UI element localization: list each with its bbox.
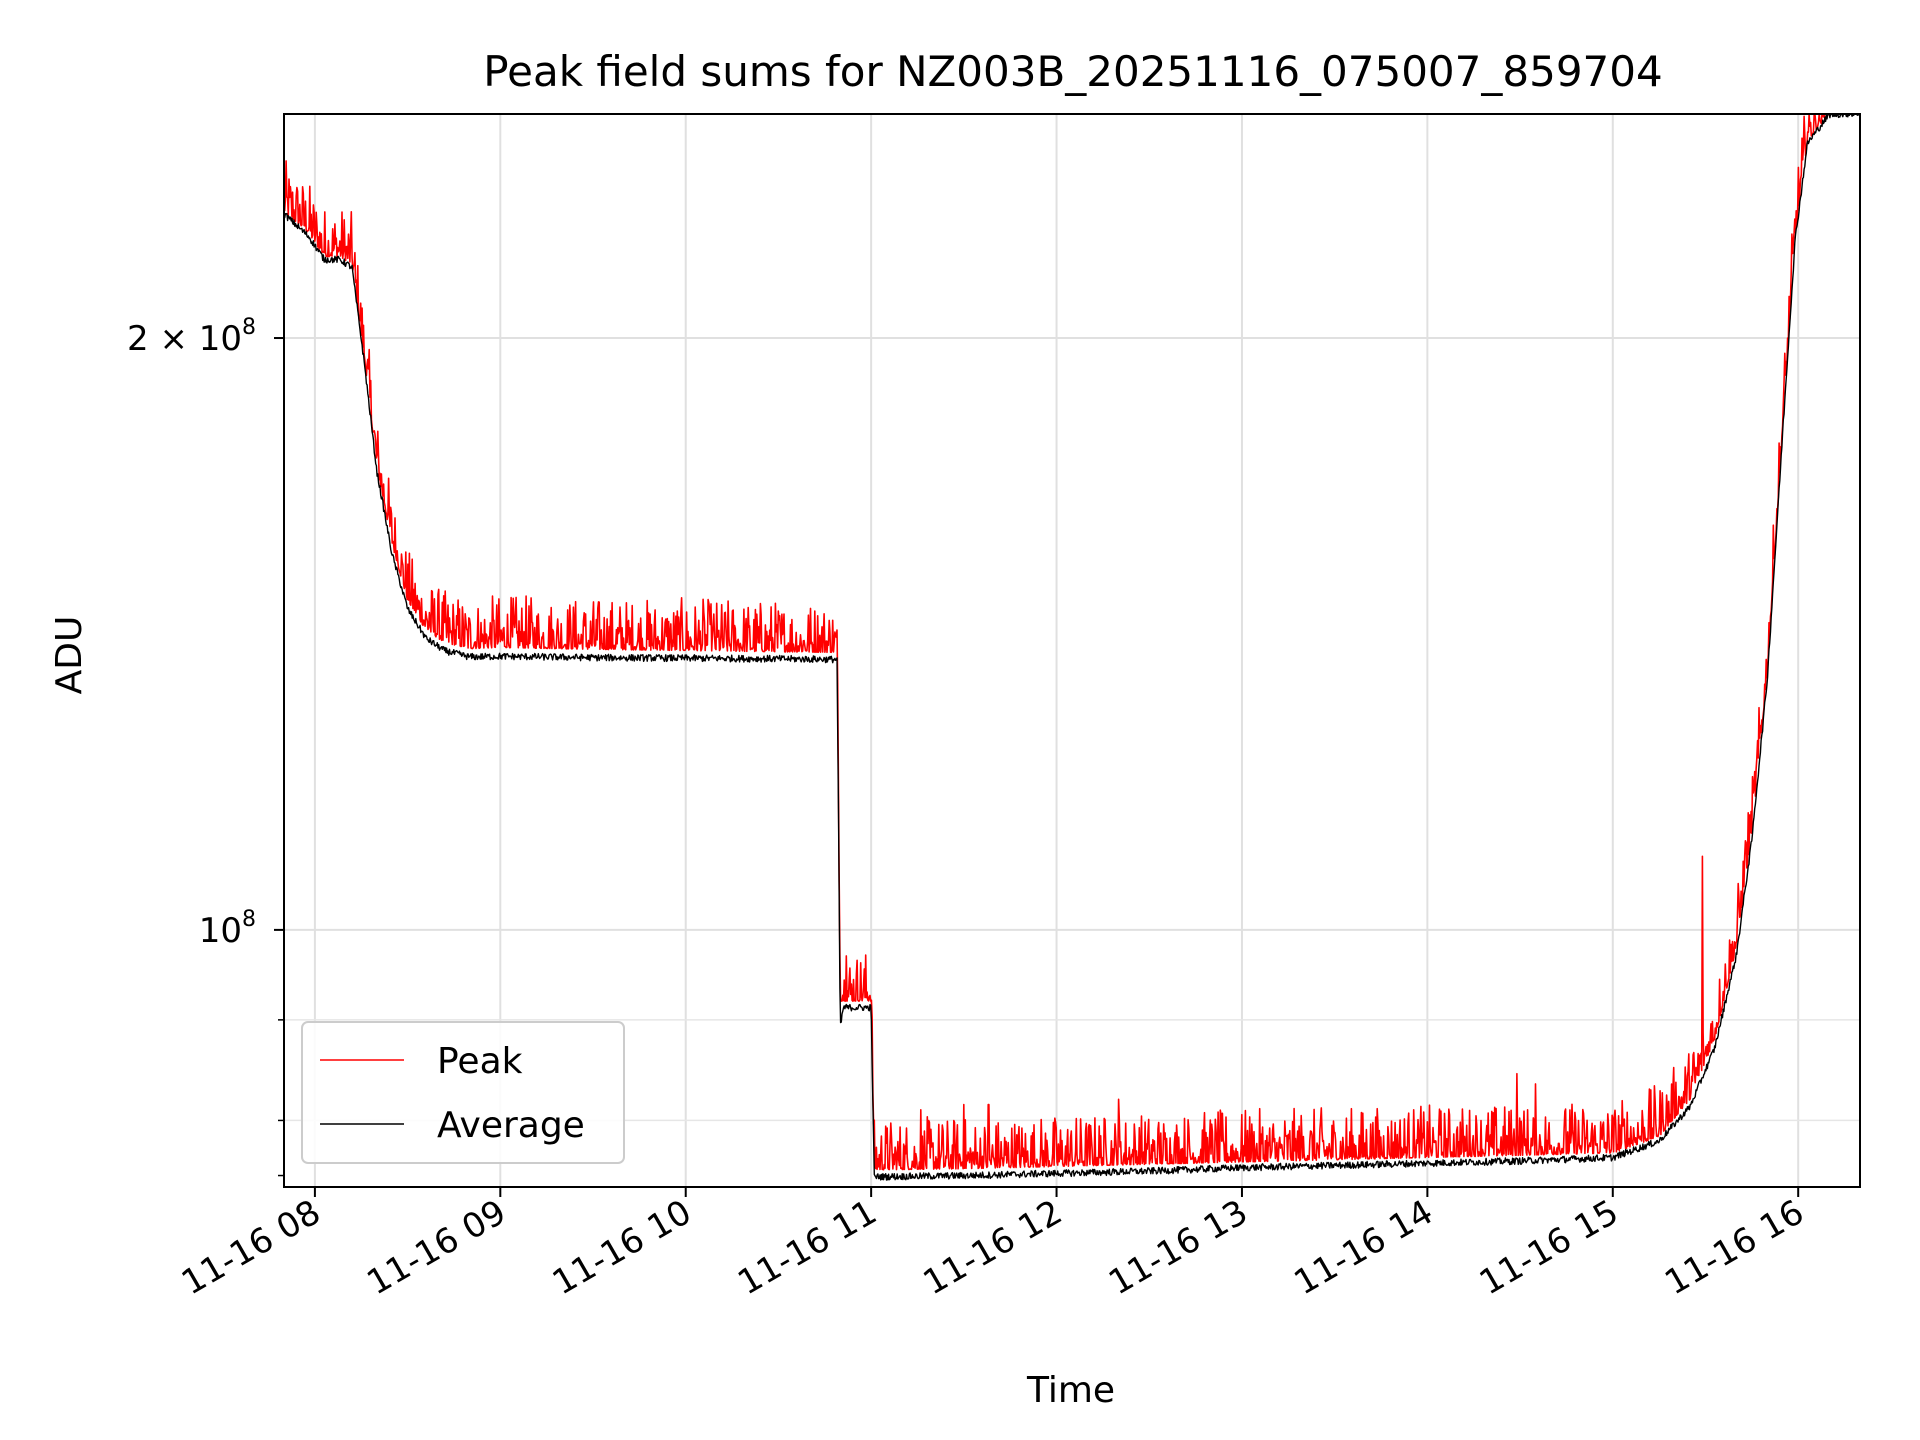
series-line-average	[283, 113, 1860, 1181]
x-tick-label: 11-16 13	[1102, 1192, 1254, 1303]
y-tick-label-exponent: 8	[242, 315, 256, 340]
series-layer	[283, 113, 1861, 1181]
x-tick-label: 11-16 12	[917, 1192, 1069, 1303]
plot-frame	[283, 113, 1861, 1188]
y-tick-label-exponent: 8	[242, 907, 256, 932]
legend: Peak Average	[301, 1021, 625, 1164]
chart-title: Peak field sums for NZ003B_20251116_0750…	[483, 47, 1662, 96]
y-tick-label-base: 10	[199, 911, 242, 951]
x-axis-title: Time	[1026, 1370, 1115, 1411]
y-tick-label: 2 × 108	[127, 315, 256, 359]
x-tick-label: 11-16 11	[731, 1192, 883, 1303]
legend-label-peak: Peak	[437, 1041, 523, 1082]
x-tick-label: 11-16 15	[1473, 1192, 1625, 1303]
x-tick-label: 11-16 09	[360, 1192, 512, 1303]
x-tick-label: 11-16 08	[175, 1192, 327, 1303]
legend-box	[301, 1021, 625, 1164]
y-axis-title: ADU	[49, 616, 90, 695]
legend-label-average: Average	[437, 1105, 585, 1146]
series-line-peak	[283, 113, 1861, 1171]
x-tick-label: 11-16 10	[546, 1192, 698, 1303]
x-tick-label: 11-16 14	[1287, 1192, 1439, 1303]
y-tick-label-base: 2 × 10	[127, 319, 242, 359]
x-tick-label: 11-16 16	[1658, 1192, 1810, 1303]
y-tick-label: 108	[199, 907, 256, 951]
